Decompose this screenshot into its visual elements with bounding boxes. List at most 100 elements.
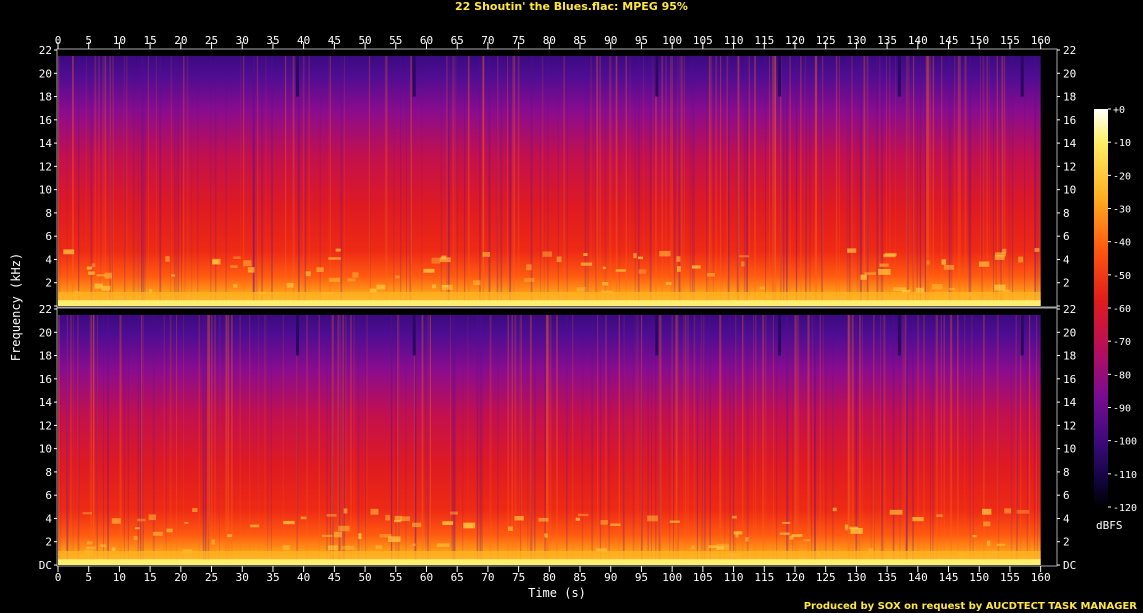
x-tick-label: 65 — [451, 34, 464, 47]
y-axis-label: Frequency (kHz) — [9, 253, 23, 361]
tonal-component — [1002, 248, 1007, 254]
tonal-component — [735, 533, 739, 538]
x-tick-label: 50 — [358, 34, 371, 47]
spectral-streak — [965, 55, 967, 307]
spectral-streak — [198, 314, 200, 566]
spectral-streak — [798, 314, 800, 566]
spectral-streak — [514, 314, 517, 566]
spectral-streak — [800, 55, 802, 307]
tonal-component — [739, 255, 749, 258]
spectral-streak — [1016, 314, 1018, 566]
spectral-streak — [1001, 55, 1004, 307]
tonal-component — [982, 508, 992, 515]
spectral-streak — [421, 314, 424, 566]
spectral-streak — [340, 55, 343, 307]
spectral-streak — [304, 55, 307, 307]
spectral-streak — [511, 314, 514, 566]
x-tick-label: 140 — [908, 34, 928, 47]
spectral-streak — [207, 314, 210, 566]
spectral-streak — [204, 314, 207, 566]
spectral-streak — [1036, 314, 1038, 566]
x-axis-label: Time (s) — [528, 586, 586, 600]
tonal-component — [431, 257, 441, 264]
spectral-streak — [643, 55, 645, 307]
spectral-streak — [935, 314, 938, 566]
spectral-streak — [706, 55, 707, 307]
spectral-streak — [453, 55, 455, 307]
spectral-streak — [456, 55, 458, 307]
y-tick-label: 2 — [45, 536, 52, 549]
spectral-streak — [749, 55, 751, 307]
spectral-streak — [715, 55, 718, 307]
spectral-streak — [866, 55, 869, 307]
spectral-streak — [72, 55, 73, 307]
spectral-streak — [353, 314, 356, 566]
tonal-component — [732, 515, 737, 519]
tonal-component — [943, 265, 954, 270]
spectral-streak — [762, 314, 765, 566]
tonal-component — [305, 271, 311, 277]
spectral-streak — [599, 314, 602, 566]
spectral-streak — [805, 55, 807, 307]
spectral-streak — [720, 55, 722, 307]
tonal-component — [385, 514, 391, 521]
spectral-streak — [776, 314, 778, 566]
spectral-streak — [948, 55, 951, 307]
spectral-streak — [140, 55, 143, 307]
spectral-streak — [924, 55, 926, 307]
x-tick-label: 90 — [604, 571, 617, 584]
spectral-streak — [361, 314, 363, 566]
tonal-component — [111, 518, 121, 524]
colorbar-tick-label: -30 — [1113, 205, 1131, 216]
spectral-streak — [993, 55, 994, 307]
spectral-streak — [1036, 55, 1039, 307]
spectral-streak — [804, 55, 806, 307]
dropout-mark — [655, 55, 659, 97]
colorbar-scale — [1094, 109, 1108, 507]
spectral-streak — [786, 55, 788, 307]
x-tick-label: 120 — [785, 571, 805, 584]
spectral-streak — [655, 314, 657, 566]
tonal-component — [341, 545, 355, 550]
spectral-streak — [809, 55, 811, 307]
spectral-streak — [208, 314, 211, 566]
x-tick-label: 75 — [512, 571, 525, 584]
tonal-component — [212, 258, 221, 265]
spectral-streak — [261, 55, 264, 307]
spectral-streak — [658, 314, 660, 566]
spectral-streak — [329, 314, 332, 566]
spectral-streak — [732, 314, 735, 566]
spectral-streak — [905, 55, 908, 307]
spectral-streak — [673, 55, 676, 307]
spectral-streak — [889, 55, 891, 307]
colorbar-tick-label: +0 — [1113, 105, 1125, 116]
tonal-component — [394, 520, 401, 523]
spectral-streak — [852, 314, 854, 566]
y-tick-label: 2 — [1063, 536, 1070, 549]
spectral-streak — [786, 55, 788, 307]
spectral-streak — [142, 314, 144, 566]
y-tick-label: 20 — [1063, 67, 1076, 80]
spectral-streak — [297, 55, 299, 307]
spectral-streak — [665, 55, 667, 307]
spectral-streak — [214, 55, 217, 307]
tonal-component — [526, 264, 532, 271]
spectral-streak — [119, 314, 122, 566]
spectral-streak — [932, 55, 935, 307]
spectral-streak — [746, 55, 748, 307]
spectral-streak — [850, 314, 852, 566]
x-tick-label: 50 — [358, 571, 371, 584]
spectral-streak — [448, 55, 450, 307]
x-tick-label: 15 — [143, 571, 156, 584]
spectral-streak — [587, 55, 589, 307]
dc-band — [58, 559, 1041, 565]
spectral-streak — [58, 55, 60, 307]
x-tick-label: 25 — [205, 571, 218, 584]
spectral-streak — [693, 55, 695, 307]
spectral-streak — [265, 55, 267, 307]
tonal-component — [328, 277, 340, 282]
spectral-streak — [861, 314, 863, 566]
spectral-streak — [673, 314, 674, 566]
spectral-streak — [636, 314, 639, 566]
spectral-streak — [169, 314, 172, 566]
